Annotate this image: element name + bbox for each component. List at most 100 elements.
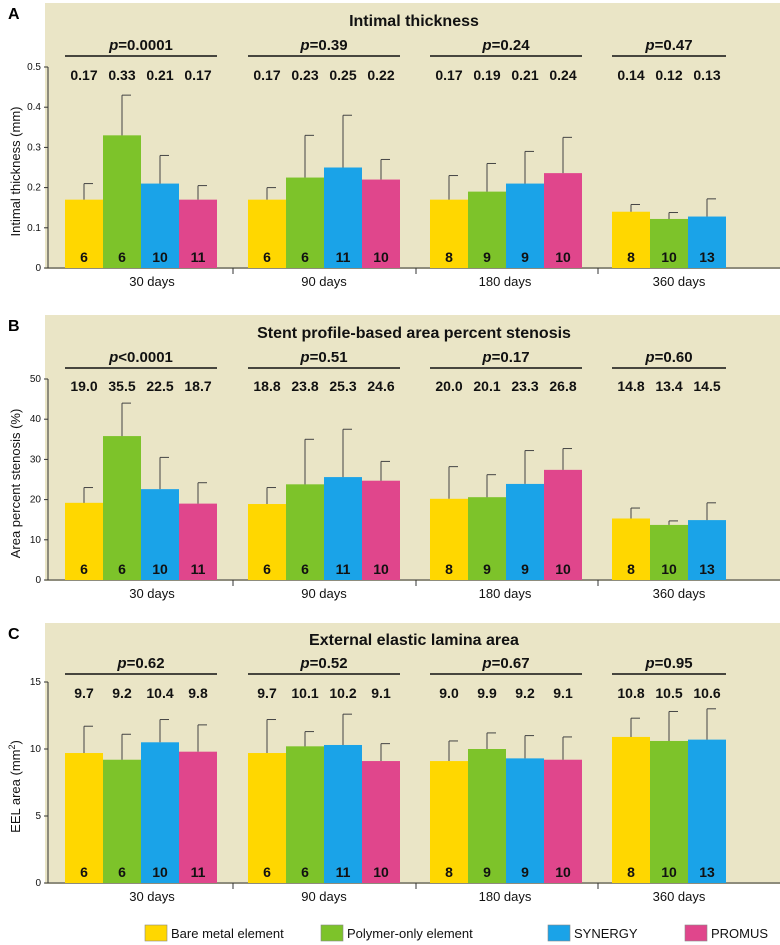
y-tick-label: 5 <box>35 811 41 822</box>
data-label: 0.23 <box>291 67 318 83</box>
n-label: 6 <box>301 249 309 265</box>
bar-group: p=0.17 20.0 8 20.1 9 23.3 9 26.8 10 180 days <box>430 349 582 601</box>
n-label: 9 <box>483 249 491 265</box>
y-tick-label: 0 <box>35 575 41 586</box>
bar <box>468 191 506 268</box>
bar <box>103 759 141 883</box>
data-label: 22.5 <box>146 378 173 394</box>
n-label: 6 <box>118 561 126 577</box>
bar-group: p=0.39 0.17 6 0.23 6 0.25 11 0.22 10 90 days <box>248 37 400 289</box>
data-label: 23.3 <box>511 378 538 394</box>
bar <box>430 498 468 580</box>
bar <box>650 524 688 580</box>
n-label: 10 <box>661 249 677 265</box>
y-tick-label: 0.3 <box>27 142 41 153</box>
bar-group: p=0.0001 0.17 6 0.33 6 0.21 10 0.17 11 30 days <box>65 37 217 289</box>
data-label: 0.33 <box>108 67 135 83</box>
y-axis-label: Area percent stenosis (%) <box>8 409 23 559</box>
p-value-symbol: p <box>108 349 118 366</box>
bar <box>179 199 217 268</box>
legend-label: Polymer-only element <box>347 926 473 941</box>
p-value-text: =0.67 <box>492 655 530 672</box>
bar <box>544 759 582 883</box>
n-label: 10 <box>661 864 677 880</box>
n-label: 6 <box>118 249 126 265</box>
n-label: 11 <box>191 249 206 265</box>
data-label: 10.6 <box>693 685 720 701</box>
bar <box>103 135 141 268</box>
y-tick-label: 40 <box>30 414 42 425</box>
chart-title: External elastic lamina area <box>309 632 519 649</box>
bar <box>324 744 362 883</box>
bar <box>612 736 650 883</box>
bar <box>612 211 650 268</box>
y-tick-label: 0 <box>35 263 41 274</box>
x-tick-label: 30 days <box>129 274 175 289</box>
data-label: 10.2 <box>329 685 356 701</box>
n-label: 6 <box>301 561 309 577</box>
p-value-symbol: p <box>481 37 491 54</box>
p-value-text: <0.0001 <box>118 349 173 366</box>
p-value-symbol: p <box>644 349 654 366</box>
y-axis-label: Intimal thickness (mm) <box>8 106 23 236</box>
legend: Bare metal element Polymer-only element SY… <box>144 924 768 942</box>
x-tick-label: 30 days <box>129 889 175 904</box>
y-tick-label: 20 <box>30 495 42 506</box>
bar <box>286 177 324 268</box>
n-label: 6 <box>263 249 271 265</box>
data-label: 9.1 <box>371 685 391 701</box>
x-tick-label: 180 days <box>479 274 532 289</box>
n-label: 10 <box>152 864 168 880</box>
bar-group: p=0.67 9.0 8 9.9 9 9.2 9 9.1 10 180 days <box>430 655 582 904</box>
n-label: 9 <box>521 249 529 265</box>
data-label: 9.7 <box>74 685 94 701</box>
data-label: 9.2 <box>515 685 535 701</box>
n-label: 13 <box>699 864 715 880</box>
n-label: 11 <box>336 249 351 265</box>
bar <box>65 753 103 883</box>
panel-a: A Intimal thickness Intimal thickness (mm)… <box>8 3 780 289</box>
p-value-text: =0.0001 <box>118 37 173 54</box>
bar <box>324 477 362 580</box>
legend-swatch <box>547 924 571 942</box>
p-value-symbol: p <box>644 655 654 672</box>
data-label: 0.24 <box>549 67 576 83</box>
data-label: 23.8 <box>291 378 318 394</box>
x-tick-label: 180 days <box>479 586 532 601</box>
data-label: 0.25 <box>329 67 356 83</box>
y-tick-label: 15 <box>30 677 42 688</box>
data-label: 35.5 <box>108 378 135 394</box>
legend-swatch <box>684 924 708 942</box>
n-label: 9 <box>521 561 529 577</box>
y-tick-label: 0.4 <box>27 102 41 113</box>
bar <box>248 753 286 883</box>
n-label: 11 <box>336 561 351 577</box>
bar-group: p<0.0001 19.0 6 35.5 6 22.5 10 18.7 11 30 days <box>65 349 217 601</box>
y-tick-label: 0.2 <box>27 183 41 194</box>
panel-letter: C <box>8 626 20 643</box>
data-label: 0.22 <box>367 67 394 83</box>
bar <box>286 484 324 580</box>
y-axis-label-superscript: 2 <box>7 745 17 750</box>
bar <box>248 504 286 580</box>
x-tick-label: 30 days <box>129 586 175 601</box>
p-value: p=0.0001 <box>108 37 173 54</box>
n-label: 6 <box>80 561 88 577</box>
bar <box>141 742 179 883</box>
n-label: 8 <box>445 561 453 577</box>
n-label: 11 <box>191 864 206 880</box>
data-label: 24.6 <box>367 378 394 394</box>
bar <box>544 173 582 268</box>
x-tick-label: 360 days <box>653 274 706 289</box>
legend-label: SYNERGY <box>574 926 638 941</box>
n-label: 9 <box>521 864 529 880</box>
bar <box>248 199 286 268</box>
p-value: p<0.0001 <box>108 349 173 366</box>
bar <box>286 746 324 883</box>
p-value: p=0.95 <box>644 655 692 672</box>
n-label: 10 <box>555 864 571 880</box>
chart-title: Intimal thickness <box>349 13 479 30</box>
x-tick-label: 90 days <box>301 889 347 904</box>
